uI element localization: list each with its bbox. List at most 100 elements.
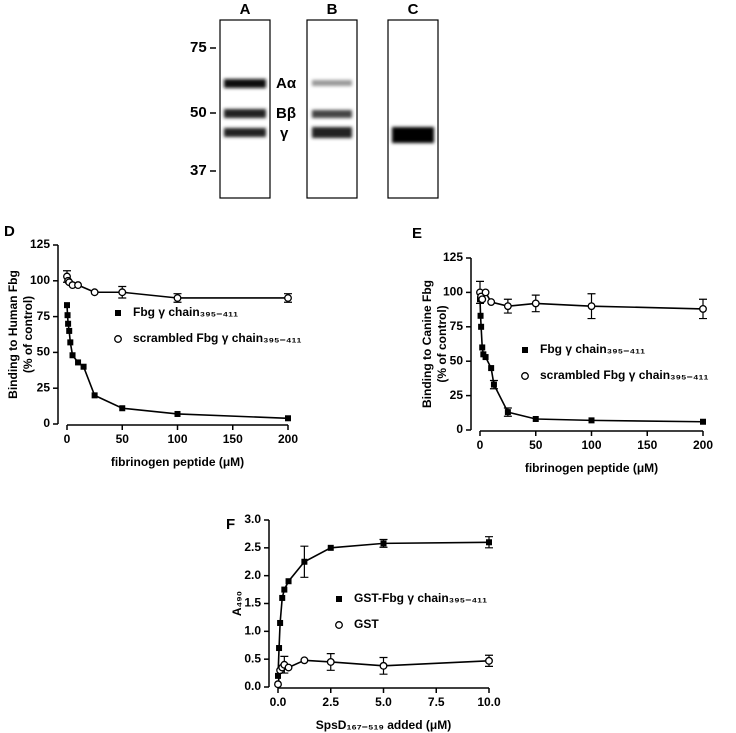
- legend-label: GST: [354, 617, 379, 631]
- point: [531, 299, 540, 308]
- y-tick-label: 75: [450, 319, 464, 333]
- point: [587, 302, 596, 311]
- y-tick-label: 25: [37, 380, 51, 394]
- series: [476, 280, 707, 320]
- y-tick-label: 0.5: [244, 651, 261, 665]
- x-tick-label: 7.5: [428, 695, 445, 709]
- point: [490, 381, 497, 388]
- legend-marker: [114, 335, 122, 343]
- series-line: [277, 541, 490, 676]
- x-tick-label: 2.5: [322, 695, 339, 709]
- legend-marker: [335, 621, 343, 629]
- band-label: Aα: [276, 75, 297, 92]
- y-tick-label: 100: [30, 273, 50, 287]
- legend-label: Fbg γ chain₃₉₅₋₄₁₁: [540, 342, 645, 356]
- point: [504, 409, 511, 416]
- y-axis-label: (% of control): [435, 305, 449, 382]
- lane-label: B: [327, 1, 338, 18]
- point: [503, 302, 512, 311]
- x-tick-label: 0: [64, 432, 71, 446]
- marker-label: 50: [190, 104, 207, 121]
- y-axis-label: (% of control): [21, 296, 35, 373]
- point: [588, 417, 595, 424]
- x-tick-label: 150: [223, 432, 243, 446]
- y-tick-label: 3.0: [244, 512, 261, 526]
- point: [284, 663, 293, 672]
- point: [174, 410, 181, 417]
- legend-marker: [115, 310, 121, 316]
- y-tick-label: 0.0: [244, 679, 261, 693]
- legend-marker: [522, 347, 528, 353]
- x-axis-label: fibrinogen peptide (μM): [525, 461, 658, 475]
- point: [279, 594, 286, 601]
- panel-label: D: [4, 223, 15, 240]
- y-tick-label: 75: [37, 309, 51, 323]
- y-axis-label: Binding to Human Fbg: [6, 270, 20, 399]
- point: [285, 415, 291, 422]
- x-tick-label: 0.0: [270, 695, 287, 709]
- series: [63, 270, 292, 303]
- x-tick-label: 10.0: [477, 695, 501, 709]
- point: [380, 540, 387, 547]
- point: [91, 392, 98, 399]
- panel-label: E: [412, 225, 422, 242]
- point: [326, 658, 335, 666]
- y-axis-label: A₄₉₀: [230, 591, 244, 616]
- point: [64, 302, 70, 309]
- point: [700, 418, 706, 425]
- point: [281, 586, 288, 593]
- point: [487, 298, 496, 306]
- gel-panel: A B C 75 50 37 Aα Bβ γ: [190, 1, 439, 199]
- point: [118, 288, 127, 297]
- point: [66, 327, 73, 334]
- gel-bands: [224, 79, 434, 143]
- point: [478, 323, 485, 330]
- point: [80, 363, 87, 370]
- legend-label: scrambled Fbg γ chain₃₉₅₋₄₁₁: [540, 368, 709, 382]
- point: [74, 281, 82, 290]
- marker-label: 75: [190, 39, 207, 56]
- y-tick-label: 2.0: [244, 568, 261, 582]
- series: [275, 536, 493, 679]
- point: [173, 294, 182, 302]
- point: [478, 295, 487, 304]
- point: [301, 558, 308, 565]
- x-tick-label: 5.0: [375, 695, 392, 709]
- lane-label: C: [408, 1, 419, 18]
- point: [284, 294, 292, 302]
- y-tick-label: 25: [450, 388, 464, 402]
- gel-lane: [306, 19, 358, 199]
- x-tick-label: 50: [116, 432, 130, 446]
- point: [274, 680, 282, 689]
- x-tick-label: 100: [581, 438, 601, 452]
- band-label: γ: [280, 125, 289, 142]
- series-line: [66, 305, 289, 420]
- point: [69, 352, 76, 359]
- point: [90, 288, 99, 297]
- point: [477, 312, 484, 319]
- point: [488, 365, 495, 372]
- point: [327, 544, 334, 551]
- x-axis-label: fibrinogen peptide (μM): [111, 455, 244, 469]
- legend-label: GST-Fbg γ chain₃₉₅₋₄₁₁: [354, 591, 487, 605]
- point: [532, 415, 539, 422]
- legend-marker: [336, 596, 342, 602]
- legend-marker: [521, 372, 529, 380]
- y-tick-label: 0: [43, 416, 50, 430]
- point: [275, 672, 281, 679]
- series: [64, 302, 291, 422]
- point: [485, 656, 493, 665]
- x-tick-label: 100: [167, 432, 187, 446]
- y-tick-label: 125: [443, 250, 463, 264]
- y-tick-label: 125: [30, 237, 50, 251]
- x-tick-label: 150: [637, 438, 657, 452]
- point: [119, 405, 126, 412]
- point: [699, 304, 707, 313]
- point: [65, 320, 72, 327]
- lane-label: A: [240, 1, 251, 18]
- point: [276, 645, 283, 652]
- y-tick-label: 1.0: [244, 624, 261, 638]
- y-tick-label: 50: [37, 345, 51, 359]
- band-label: Bβ: [276, 105, 296, 122]
- point: [482, 354, 489, 361]
